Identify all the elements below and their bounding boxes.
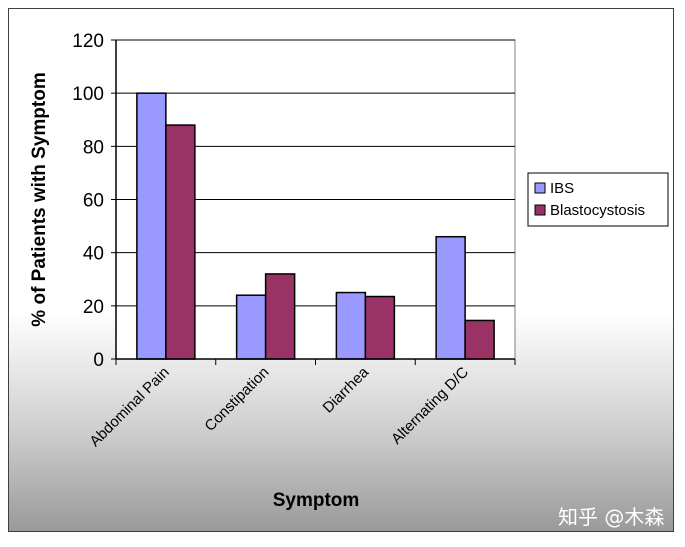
- bars: [136, 92, 495, 360]
- y-tick-label: 80: [83, 137, 104, 158]
- y-tick-label: 120: [72, 31, 104, 52]
- bar-ibs-abdominal-pain: [136, 92, 167, 360]
- watermark-text: 知乎 @木森: [558, 505, 664, 529]
- axes: [111, 39, 516, 365]
- legend-swatch-ibs: [534, 182, 546, 194]
- y-tick-label: 40: [83, 244, 104, 265]
- x-category-label: Diarrhea: [320, 363, 373, 416]
- bar-blastocystosis-alternating-d-c: [464, 319, 495, 360]
- x-tick-labels: Abdominal Pain Constipation Diarrhea Altern…: [86, 363, 472, 450]
- bar-ibs-constipation: [235, 294, 267, 360]
- x-category-label: Constipation: [201, 364, 272, 435]
- y-tick-labels: 0 20 40 60 80 100 120: [72, 31, 104, 371]
- bar-blastocystosis-constipation: [264, 273, 296, 360]
- legend: IBS Blastocystosis: [527, 172, 669, 227]
- y-axis-title: % of Patients with Symptom: [29, 72, 50, 326]
- x-axis-title: Symptom: [273, 490, 360, 511]
- bar-blastocystosis-abdominal-pain: [165, 124, 196, 360]
- legend-box: [527, 172, 669, 227]
- legend-label-ibs: IBS: [550, 180, 574, 197]
- x-category-label: Abdominal Pain: [86, 364, 172, 450]
- y-tick-label: 60: [83, 191, 104, 212]
- y-tick-label: 0: [93, 350, 104, 371]
- bar-blastocystosis-diarrhea: [364, 295, 396, 360]
- legend-swatch-blastocystosis: [534, 204, 546, 216]
- x-category-label: Alternating D/C: [388, 364, 472, 448]
- bar-ibs-alternating-d-c: [435, 235, 466, 360]
- y-tick-label: 100: [72, 84, 104, 105]
- y-tick-label: 20: [83, 297, 104, 318]
- bar-ibs-diarrhea: [335, 291, 367, 360]
- legend-label-blastocystosis: Blastocystosis: [550, 202, 645, 219]
